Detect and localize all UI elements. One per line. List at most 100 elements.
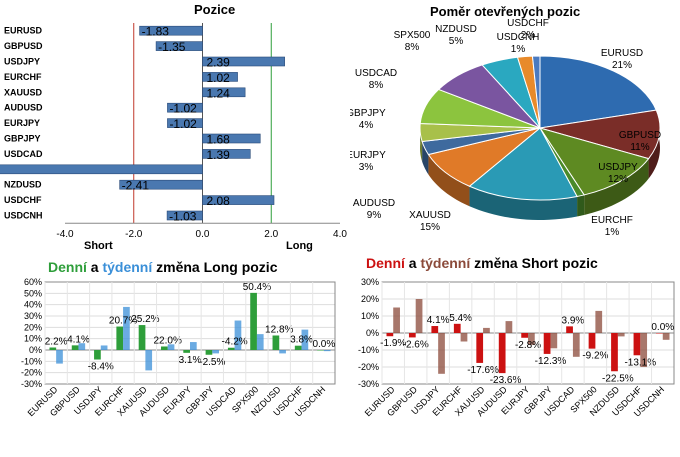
- y-tick-label: 20%: [361, 294, 379, 304]
- daily-change-bar: [386, 333, 394, 337]
- weekly-change-bar: [56, 350, 63, 364]
- weekly-change-bar: [123, 306, 130, 350]
- y-tick-label: 20%: [24, 322, 42, 332]
- pie-percent-label: 21%: [612, 60, 632, 71]
- data-label: -12.3%: [535, 356, 567, 367]
- daily-change-bar: [94, 350, 101, 360]
- pie-percent-label: 5%: [449, 36, 464, 47]
- weekly-change-bar: [483, 327, 490, 333]
- daily-change-bar: [498, 333, 506, 374]
- weekly-change-bar: [323, 350, 331, 352]
- data-label: 3.8%: [290, 335, 313, 346]
- positions-chart: -4.0 -2.0 0.0 2.0 4.0 EURUSD -1.83 GBPUSD -1.35 U…: [0, 23, 347, 240]
- pie-percent-label: 8%: [405, 42, 420, 53]
- category-label: NZDUSD: [4, 180, 42, 190]
- position-bar: [119, 179, 203, 190]
- pie-label: GBPJPY: [350, 108, 386, 119]
- long-change-chart: 60%50%40%30%20%10%0%-10%-20%-30%2.2%EURU…: [21, 277, 336, 419]
- pie-percent-label: 1%: [605, 227, 620, 238]
- weekly-change-bar: [438, 333, 445, 374]
- category-label: XAUUSD: [4, 87, 43, 97]
- daily-change-bar: [250, 292, 257, 350]
- daily-change-bar: [408, 333, 416, 338]
- weekly-change-bar: [167, 344, 175, 350]
- pie-label: USDJPY: [598, 162, 638, 173]
- daily-change-bar: [183, 350, 190, 353]
- short-title-daily: Denní: [366, 255, 405, 271]
- data-label: 5.4%: [449, 313, 472, 324]
- daily-change-bar: [272, 335, 280, 350]
- data-label: 12.8%: [265, 324, 293, 335]
- daily-change-bar: [633, 333, 641, 356]
- x-tick-label: 0.0: [196, 229, 210, 240]
- position-bar: [155, 41, 203, 51]
- data-label: -8.4%: [88, 362, 114, 373]
- pie-slice: [539, 55, 657, 129]
- short-change-chart: 30%20%10%0%-10%-20%-30%-1.9%EURUSD-2.6%G…: [358, 277, 675, 419]
- x-tick-label: 2.0: [264, 229, 278, 240]
- daily-change-bar: [656, 333, 663, 334]
- position-bar: [0, 164, 203, 175]
- value-label: 1.02: [207, 71, 231, 85]
- data-label: 0.0%: [312, 339, 335, 350]
- y-tick-label: -20%: [358, 362, 379, 372]
- weekly-change-bar: [100, 345, 108, 350]
- y-tick-label: -30%: [358, 379, 379, 389]
- weekly-change-bar: [190, 342, 197, 350]
- weekly-change-bar: [234, 320, 242, 350]
- pie-percent-label: 8%: [369, 80, 384, 91]
- y-tick-label: 60%: [24, 277, 42, 287]
- x-tick-label: 4.0: [333, 229, 347, 240]
- data-label: -17.6%: [467, 365, 499, 376]
- position-bar: [139, 25, 203, 36]
- data-label: -2.5%: [199, 357, 225, 368]
- pie-slice: [531, 55, 541, 129]
- pie-label: EURUSD: [601, 48, 643, 59]
- data-label: 50.4%: [243, 282, 271, 293]
- weekly-change-bar: [415, 299, 423, 333]
- pie-slice-side: [469, 186, 578, 220]
- y-tick-label: -20%: [21, 368, 42, 378]
- daily-change-bar: [611, 333, 618, 372]
- daily-change-bar: [49, 347, 57, 350]
- pie-label: USDCAD: [355, 68, 397, 79]
- data-label: 3.9%: [562, 315, 585, 326]
- pie-label: AUDUSD: [353, 198, 395, 209]
- x-tick-label: -4.0: [56, 229, 74, 240]
- weekly-change-bar: [550, 333, 558, 349]
- pie-slice-side: [428, 154, 470, 207]
- pie-percent-label: 4%: [359, 120, 374, 131]
- short-title-rest: změna Short pozic: [470, 255, 598, 271]
- data-label: -13.1%: [624, 357, 656, 368]
- weekly-change-bar: [393, 307, 400, 333]
- daily-change-bar: [476, 333, 484, 363]
- position-bar: [202, 133, 261, 144]
- position-bar: [167, 102, 203, 113]
- weekly-change-bar: [528, 333, 535, 345]
- position-bar: [202, 72, 238, 82]
- daily-change-bar: [294, 345, 302, 350]
- weekly-change-bar: [460, 333, 468, 342]
- pie-percent-label: 11%: [630, 142, 649, 153]
- data-label: -2.8%: [515, 340, 541, 351]
- pie-percent-label: 3%: [359, 162, 374, 173]
- weekly-change-bar: [505, 321, 513, 333]
- y-tick-label: 0%: [29, 345, 42, 355]
- data-label: -22.5%: [602, 373, 634, 384]
- category-label: GBPUSD: [4, 41, 43, 51]
- pie-label: EURJPY: [350, 150, 386, 161]
- value-label: 1.39: [207, 148, 231, 162]
- pie-label: EURCHF: [591, 215, 633, 226]
- position-bar: [167, 118, 203, 128]
- daily-change-bar: [543, 333, 551, 354]
- pie-chart: EURUSD21%GBPUSD11%USDJPY12%EURCHF1%XAUUS…: [350, 18, 661, 238]
- y-tick-label: -10%: [358, 345, 379, 355]
- short-title-weekly: týdenní: [420, 255, 471, 271]
- pie-title: Poměr otevřených pozic: [430, 4, 581, 19]
- pie-percent-label: 12%: [608, 174, 628, 185]
- data-label: 4.1%: [427, 315, 450, 326]
- long-title-weekly: týdenní: [102, 259, 153, 275]
- pie-slice-side: [422, 141, 429, 175]
- value-label: -2.41: [122, 179, 150, 193]
- daily-change-bar: [566, 326, 573, 333]
